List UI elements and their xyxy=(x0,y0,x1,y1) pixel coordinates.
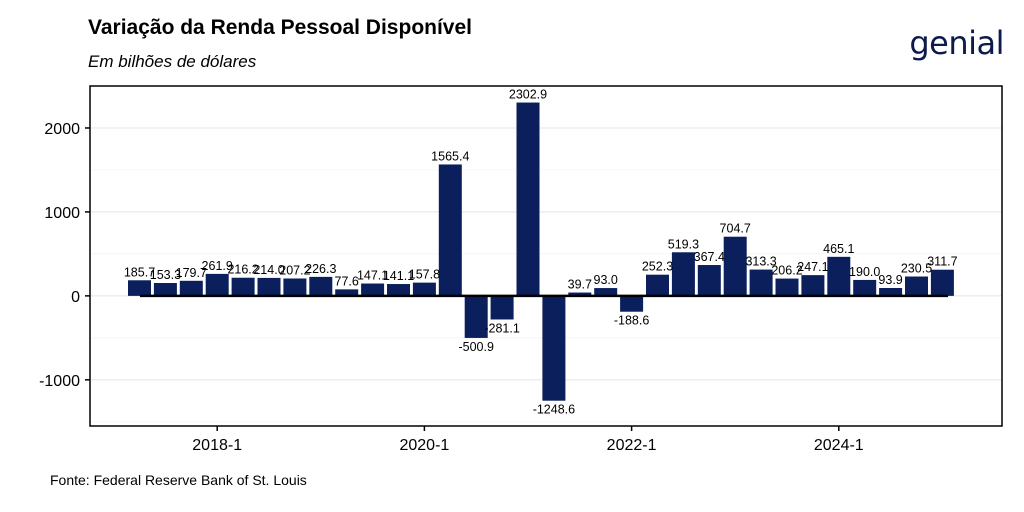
bar xyxy=(231,277,255,296)
bar xyxy=(905,276,928,296)
bar xyxy=(335,289,359,296)
data-label: -500.9 xyxy=(458,340,493,354)
bar xyxy=(827,256,851,296)
data-label: 2302.9 xyxy=(509,88,547,102)
data-label: 465.1 xyxy=(823,242,854,256)
data-label: 153.3 xyxy=(150,268,181,282)
bar xyxy=(775,278,799,296)
bar xyxy=(801,275,825,296)
data-label: 206.2 xyxy=(771,264,802,278)
bar xyxy=(153,283,177,296)
data-label: -281.1 xyxy=(484,321,519,335)
data-label: 704.7 xyxy=(720,222,751,236)
data-label: 190.0 xyxy=(849,265,880,279)
bar xyxy=(853,279,877,296)
bar xyxy=(283,278,307,296)
x-tick-label: 2020-1 xyxy=(399,437,449,454)
data-label: 39.7 xyxy=(568,278,592,292)
bar xyxy=(128,280,151,296)
bar xyxy=(646,274,669,296)
y-tick-label: 1000 xyxy=(44,205,80,222)
data-label: 226.3 xyxy=(305,262,336,276)
data-label: -1248.6 xyxy=(533,403,575,417)
bars xyxy=(128,102,954,401)
data-label: 313.3 xyxy=(745,255,776,269)
bar xyxy=(412,282,436,296)
bar xyxy=(516,102,540,296)
data-label: 311.7 xyxy=(927,255,957,269)
bar xyxy=(490,295,514,320)
bar xyxy=(697,265,721,296)
data-label: 157.8 xyxy=(409,268,440,282)
data-label: 247.1 xyxy=(797,260,828,274)
y-tick-label: 2000 xyxy=(44,121,80,138)
data-label: 93.0 xyxy=(594,273,618,287)
bar xyxy=(723,236,747,296)
data-label: 252.3 xyxy=(642,260,673,274)
x-tick-label: 2022-1 xyxy=(607,437,657,454)
data-label: 261.9 xyxy=(202,259,233,273)
data-label: 207.2 xyxy=(279,263,310,277)
axes: -1000 0 1000 2000 2018-1 2020-1 2022-1 2024-1 xyxy=(39,85,1003,454)
data-label: 179.7 xyxy=(176,266,207,280)
y-tick-label: -1000 xyxy=(39,373,80,390)
plot-frame xyxy=(89,85,1003,427)
data-label: 147.1 xyxy=(357,269,388,283)
genial-logo: genial xyxy=(909,24,1004,62)
bar xyxy=(542,295,566,401)
bar xyxy=(749,269,773,296)
data-label: 185.7 xyxy=(124,265,155,279)
data-label: 1565.4 xyxy=(431,149,469,163)
bar xyxy=(309,276,333,296)
bar xyxy=(179,280,203,296)
source-note: Fonte: Federal Reserve Bank of St. Louis xyxy=(50,472,307,488)
bar xyxy=(671,252,695,296)
bar xyxy=(930,269,954,296)
bar xyxy=(257,277,281,296)
bar xyxy=(361,283,385,296)
bar xyxy=(879,287,903,296)
data-label: 93.9 xyxy=(878,273,902,287)
bar xyxy=(568,292,592,296)
chart-title: Variação da Renda Pessoal Disponível xyxy=(88,16,472,39)
bar xyxy=(205,273,229,296)
data-label: 230.5 xyxy=(901,262,932,276)
x-tick-label: 2018-1 xyxy=(192,437,242,454)
data-label: -188.6 xyxy=(614,314,649,328)
data-label: 216.2 xyxy=(227,263,258,277)
bar xyxy=(438,164,462,296)
data-label: 214.0 xyxy=(253,263,284,277)
bar xyxy=(464,295,488,338)
data-label: 367.4 xyxy=(694,250,725,264)
y-tick-label: 0 xyxy=(71,289,80,306)
data-label: 77.6 xyxy=(335,274,359,288)
data-label: 141.1 xyxy=(383,269,414,283)
bar xyxy=(387,284,410,296)
chart-subtitle: Em bilhões de dólares xyxy=(88,52,257,71)
data-labels: 185.7153.3179.7261.9216.2214.0207.2226.3… xyxy=(124,88,958,417)
x-tick-label: 2024-1 xyxy=(814,437,864,454)
logo-text: genial xyxy=(909,24,1004,62)
bar xyxy=(594,288,618,296)
bar xyxy=(620,295,644,312)
data-label: 519.3 xyxy=(668,237,699,251)
